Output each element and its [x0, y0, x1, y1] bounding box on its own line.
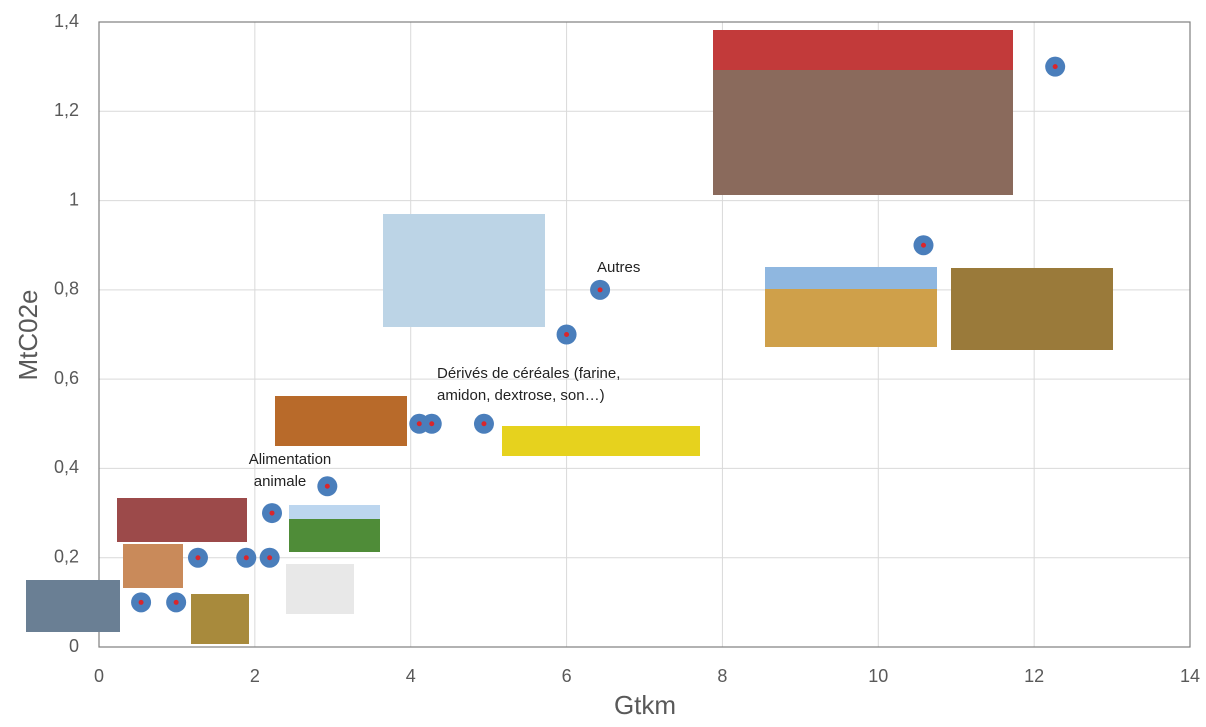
point-center — [429, 421, 435, 427]
photo-dairy — [383, 214, 545, 327]
point-center — [324, 483, 330, 489]
y-tick-label: 0 — [69, 636, 79, 656]
point-center — [920, 242, 926, 248]
x-tick-label: 8 — [717, 666, 727, 686]
point-center — [564, 332, 570, 337]
photo-wine-top — [713, 30, 1013, 70]
photo-field-sky — [289, 505, 380, 519]
annotation: Autres — [597, 259, 640, 276]
point-center — [195, 555, 201, 561]
point-center — [269, 510, 275, 516]
point-center — [243, 555, 249, 561]
photo-vegetables — [275, 396, 407, 446]
photo-wheat-sky — [765, 267, 937, 289]
point-center — [481, 421, 487, 427]
point-center — [267, 555, 273, 561]
x-tick-label: 4 — [406, 666, 416, 686]
point-center — [173, 599, 179, 605]
photo-eggs — [123, 544, 183, 588]
y-axis-title: MtC02e — [13, 289, 43, 380]
x-tick-label: 0 — [94, 666, 104, 686]
annotation: animale — [254, 473, 307, 490]
annotation: Alimentation — [249, 451, 332, 468]
photo-fish — [26, 580, 120, 632]
annotation: amidon, dextrose, son…) — [437, 387, 605, 404]
photo-potatoes — [191, 594, 249, 644]
photo-corn — [951, 268, 1113, 350]
photos — [26, 30, 1113, 644]
x-tick-label: 10 — [868, 666, 888, 686]
plot-frame — [98, 21, 1191, 648]
x-tick-label: 14 — [1180, 666, 1200, 686]
y-tick-label: 1,4 — [54, 11, 79, 31]
point-center — [138, 599, 144, 605]
x-tick-label: 12 — [1024, 666, 1044, 686]
point-center — [1052, 64, 1058, 70]
y-tick-label: 0,6 — [54, 368, 79, 388]
y-tick-label: 0,2 — [54, 546, 79, 566]
x-tick-label: 2 — [250, 666, 260, 686]
annotation: Dérivés de céréales (farine, — [437, 365, 620, 382]
y-tick-label: 0,8 — [54, 279, 79, 299]
x-axis-title: Gtkm — [614, 690, 676, 720]
point-center — [416, 421, 422, 427]
photo-rapeseed — [502, 426, 700, 456]
point-center — [597, 287, 603, 293]
y-tick-label: 0,4 — [54, 457, 79, 477]
y-tick-label: 1,2 — [54, 100, 79, 120]
photo-meat — [117, 498, 247, 542]
photo-sugar — [286, 564, 354, 614]
y-tick-label: 1 — [69, 189, 79, 209]
x-tick-label: 6 — [562, 666, 572, 686]
